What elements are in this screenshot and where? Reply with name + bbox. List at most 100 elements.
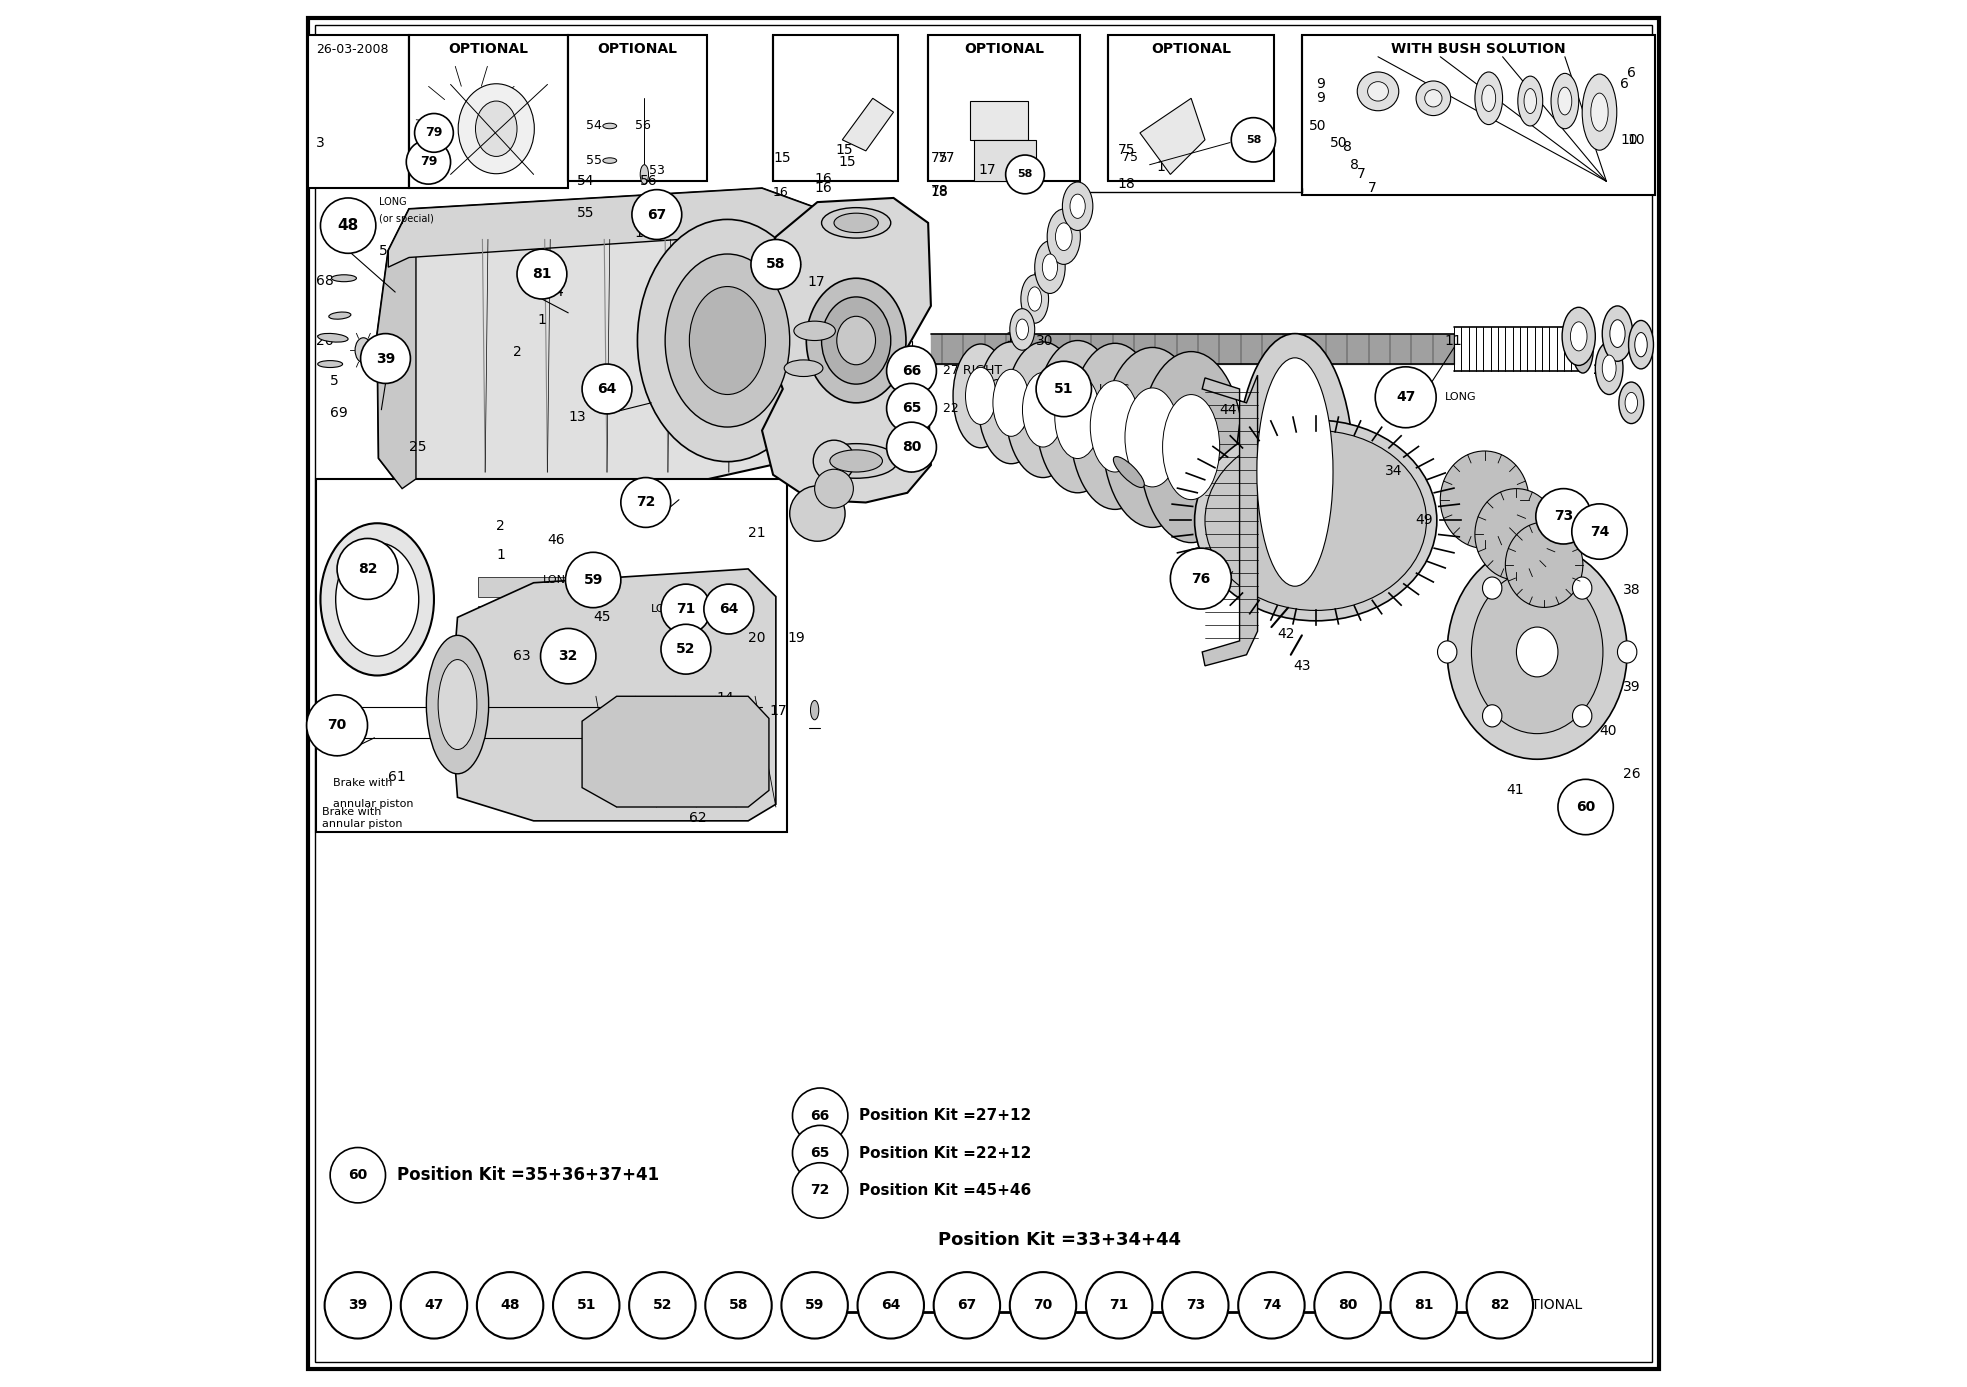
Text: 53: 53 <box>649 164 665 176</box>
Ellipse shape <box>1581 74 1617 150</box>
Ellipse shape <box>1062 182 1094 230</box>
Ellipse shape <box>602 158 618 164</box>
Text: 16: 16 <box>814 182 832 196</box>
Ellipse shape <box>319 333 348 343</box>
Circle shape <box>1231 118 1275 162</box>
Text: 64: 64 <box>881 1298 901 1312</box>
Text: 8: 8 <box>1033 270 1043 284</box>
Polygon shape <box>755 198 930 502</box>
Ellipse shape <box>1194 420 1436 621</box>
Ellipse shape <box>1139 351 1243 542</box>
Text: 52: 52 <box>677 642 696 656</box>
Ellipse shape <box>1125 388 1180 487</box>
Ellipse shape <box>812 440 856 481</box>
Text: 37: 37 <box>1505 548 1522 562</box>
Text: 21: 21 <box>747 526 765 540</box>
Ellipse shape <box>978 343 1044 463</box>
Ellipse shape <box>785 359 822 376</box>
Text: 4: 4 <box>555 286 563 300</box>
Bar <box>478 692 734 712</box>
Text: 18: 18 <box>930 186 948 200</box>
Text: 80: 80 <box>1338 1298 1357 1312</box>
Circle shape <box>858 1272 924 1338</box>
Text: 25: 25 <box>409 440 427 454</box>
Text: 26: 26 <box>317 333 334 348</box>
Circle shape <box>1375 366 1436 427</box>
Text: WITH BUSH SOLUTION: WITH BUSH SOLUTION <box>1391 42 1566 55</box>
Text: 75: 75 <box>1121 151 1139 164</box>
Text: 65: 65 <box>901 401 921 415</box>
Bar <box>478 778 734 798</box>
Text: 62: 62 <box>688 811 706 825</box>
Text: 32: 32 <box>559 649 578 663</box>
Text: 10: 10 <box>1621 133 1639 147</box>
Text: OPTIONAL: OPTIONAL <box>598 42 677 55</box>
Ellipse shape <box>789 485 846 541</box>
Bar <box>773 35 897 182</box>
Ellipse shape <box>1023 373 1064 447</box>
Ellipse shape <box>336 542 419 656</box>
Ellipse shape <box>328 312 350 319</box>
Ellipse shape <box>834 214 879 233</box>
Text: 24: 24 <box>1566 329 1581 344</box>
Text: 1: 1 <box>496 548 506 562</box>
Ellipse shape <box>665 254 789 427</box>
Circle shape <box>336 538 397 599</box>
Circle shape <box>793 1125 848 1180</box>
Text: 74: 74 <box>1589 524 1609 538</box>
Ellipse shape <box>1448 545 1627 759</box>
Ellipse shape <box>1572 577 1591 599</box>
Text: 18: 18 <box>751 286 771 300</box>
Text: 10: 10 <box>1627 133 1644 147</box>
Ellipse shape <box>822 297 891 384</box>
Text: 60: 60 <box>348 1168 368 1182</box>
Ellipse shape <box>810 700 818 720</box>
Ellipse shape <box>1562 308 1595 365</box>
Ellipse shape <box>1070 194 1086 218</box>
Circle shape <box>1467 1272 1532 1338</box>
Text: 17: 17 <box>769 705 787 718</box>
Ellipse shape <box>966 368 995 424</box>
Polygon shape <box>582 696 769 807</box>
Text: OPTIONAL: OPTIONAL <box>1151 42 1231 55</box>
Ellipse shape <box>1056 223 1072 251</box>
Ellipse shape <box>1090 380 1139 472</box>
Text: 66: 66 <box>903 363 921 379</box>
Ellipse shape <box>439 660 476 749</box>
Text: 50: 50 <box>1330 136 1347 150</box>
Ellipse shape <box>458 83 535 173</box>
Text: 40: 40 <box>1599 724 1617 738</box>
Text: Position Kit =22+12: Position Kit =22+12 <box>860 1146 1031 1161</box>
Text: 39: 39 <box>376 351 395 366</box>
Text: OPTIONAL: OPTIONAL <box>1513 1298 1583 1312</box>
Circle shape <box>629 1272 696 1338</box>
Text: 29: 29 <box>1009 419 1027 433</box>
Text: 5: 5 <box>683 727 692 741</box>
Text: 54: 54 <box>576 175 594 189</box>
Ellipse shape <box>1416 80 1452 115</box>
Ellipse shape <box>1017 319 1029 340</box>
Text: 8: 8 <box>1349 158 1359 172</box>
Ellipse shape <box>356 338 372 362</box>
Circle shape <box>887 422 936 472</box>
Ellipse shape <box>602 123 618 129</box>
Text: 28: 28 <box>993 377 1011 391</box>
Ellipse shape <box>1357 72 1399 111</box>
Text: 42: 42 <box>1277 627 1294 641</box>
Circle shape <box>1391 1272 1458 1338</box>
Circle shape <box>325 1272 391 1338</box>
Text: 34: 34 <box>1385 463 1402 477</box>
Text: 30: 30 <box>1037 333 1054 348</box>
Text: 47: 47 <box>1397 390 1416 404</box>
Ellipse shape <box>1483 705 1503 727</box>
Text: 67: 67 <box>958 1298 976 1312</box>
Ellipse shape <box>321 523 435 675</box>
Ellipse shape <box>1475 488 1558 580</box>
Text: 7: 7 <box>1046 239 1056 252</box>
Text: 11: 11 <box>1444 333 1461 348</box>
Ellipse shape <box>319 361 342 368</box>
Bar <box>478 749 734 768</box>
Ellipse shape <box>1572 325 1593 373</box>
Text: 57: 57 <box>761 330 779 345</box>
Ellipse shape <box>1009 158 1041 189</box>
